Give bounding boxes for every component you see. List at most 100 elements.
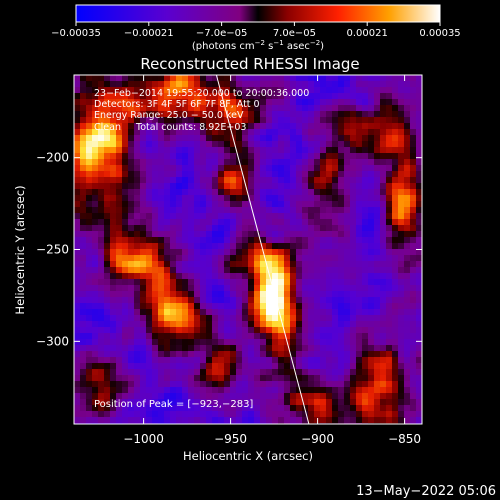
heatmap-cell [386,387,392,393]
heatmap-cell [278,309,284,315]
heatmap-cell [92,87,98,93]
heatmap-cell [98,183,104,189]
heatmap-cell [296,225,302,231]
heatmap-cell [296,333,302,339]
heatmap-cell [332,165,338,171]
heatmap-cell [236,255,242,261]
heatmap-cell [200,111,206,117]
heatmap-cell [170,261,176,267]
heatmap-cell [386,171,392,177]
heatmap-cell [242,267,248,273]
heatmap-cell [128,171,134,177]
heatmap-cell [386,81,392,87]
heatmap-cell [116,369,122,375]
heatmap-cell [98,399,104,405]
heatmap-cell [332,285,338,291]
heatmap-cell [146,225,152,231]
heatmap-cell [242,93,248,99]
heatmap-cell [116,315,122,321]
heatmap-cell [332,153,338,159]
heatmap-cell [296,141,302,147]
heatmap-cell [398,165,404,171]
heatmap-cell [80,303,86,309]
heatmap-cell [158,411,164,417]
heatmap-cell [116,297,122,303]
heatmap-cell [308,171,314,177]
heatmap-cell [278,387,284,393]
heatmap-cell [278,105,284,111]
heatmap-cell [368,177,374,183]
heatmap-cell [344,105,350,111]
heatmap-cell [188,375,194,381]
heatmap-cell [248,189,254,195]
heatmap-cell [254,291,260,297]
heatmap-cell [320,411,326,417]
heatmap-cell [146,309,152,315]
heatmap-cell [284,153,290,159]
heatmap-cell [200,309,206,315]
heatmap-cell [338,279,344,285]
heatmap-cell [140,231,146,237]
heatmap-cell [302,345,308,351]
heatmap-cell [416,153,422,159]
heatmap-cell [296,279,302,285]
heatmap-cell [380,225,386,231]
heatmap-cell [416,417,422,423]
heatmap-cell [326,279,332,285]
heatmap-cell [170,249,176,255]
heatmap-cell [182,357,188,363]
heatmap-cell [332,339,338,345]
heatmap-cell [392,369,398,375]
heatmap-cell [74,201,80,207]
heatmap-cell [314,321,320,327]
heatmap-cell [122,303,128,309]
heatmap-cell [344,291,350,297]
heatmap-cell [128,393,134,399]
heatmap-cell [284,357,290,363]
heatmap-cell [122,333,128,339]
heatmap-cell [308,81,314,87]
heatmap-cell [86,363,92,369]
colorbar-ticks [75,22,441,26]
heatmap-cell [128,339,134,345]
heatmap-cell [278,255,284,261]
heatmap-cell [98,117,104,123]
heatmap-cell [80,201,86,207]
heatmap-cell [374,99,380,105]
heatmap-cell [284,249,290,255]
heatmap-cell [308,309,314,315]
heatmap-cell [248,339,254,345]
heatmap-cell [212,177,218,183]
heatmap-cell [170,327,176,333]
heatmap-cell [140,123,146,129]
heatmap-cell [92,375,98,381]
heatmap-cell [290,153,296,159]
heatmap-cell [356,285,362,291]
heatmap-cell [212,357,218,363]
heatmap-cell [188,279,194,285]
heatmap-cell [170,351,176,357]
heatmap-cell [128,285,134,291]
heatmap-cell [182,189,188,195]
heatmap-cell [254,201,260,207]
heatmap-cell [416,345,422,351]
heatmap-cell [362,201,368,207]
heatmap-cell [302,273,308,279]
heatmap-cell [278,285,284,291]
heatmap-cell [290,237,296,243]
heatmap-cell [368,363,374,369]
heatmap-cell [176,141,182,147]
heatmap-cell [242,117,248,123]
heatmap-cell [362,249,368,255]
heatmap-cell [176,189,182,195]
heatmap-cell [368,411,374,417]
heatmap-cell [416,207,422,213]
heatmap-cell [176,165,182,171]
heatmap-cell [278,381,284,387]
heatmap-cell [362,99,368,105]
heatmap-cell [176,279,182,285]
heatmap-cell [290,189,296,195]
heatmap-cell [326,141,332,147]
heatmap-cell [266,153,272,159]
heatmap-cell [308,411,314,417]
